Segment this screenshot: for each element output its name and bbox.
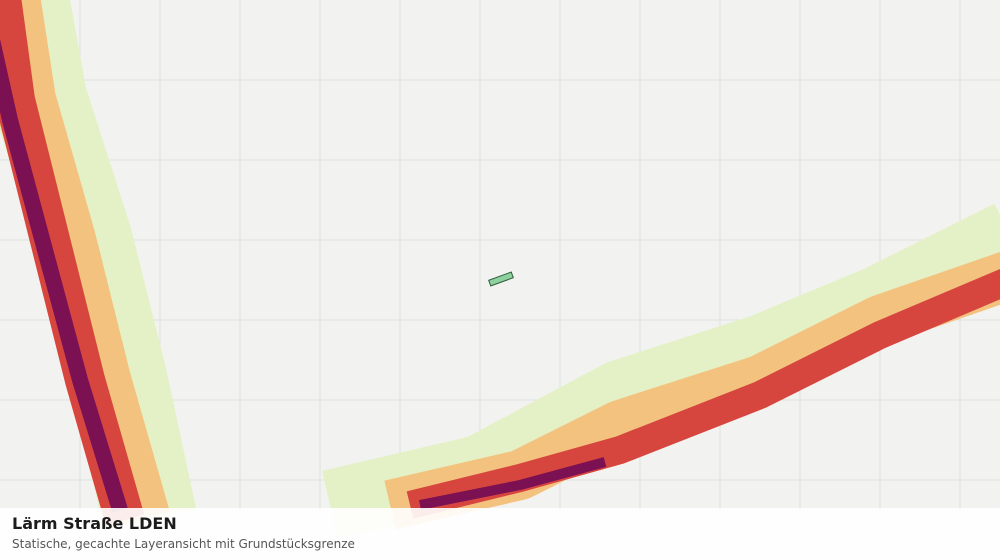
noise-right (322, 203, 1000, 540)
parcel-boundary[interactable] (488, 271, 514, 287)
noise-zone-low (322, 203, 1000, 540)
noise-left (0, 0, 197, 530)
noise-zone-high (406, 269, 1000, 519)
layer-title: Lärm Straße LDEN (12, 514, 177, 533)
noise-zone-max (419, 457, 607, 510)
noise-zone-max (0, 39, 128, 513)
legend-footer: Lärm Straße LDEN Statische, gecachte Lay… (0, 508, 1000, 560)
layer-subtitle: Statische, gecachte Layeransicht mit Gru… (12, 537, 355, 551)
